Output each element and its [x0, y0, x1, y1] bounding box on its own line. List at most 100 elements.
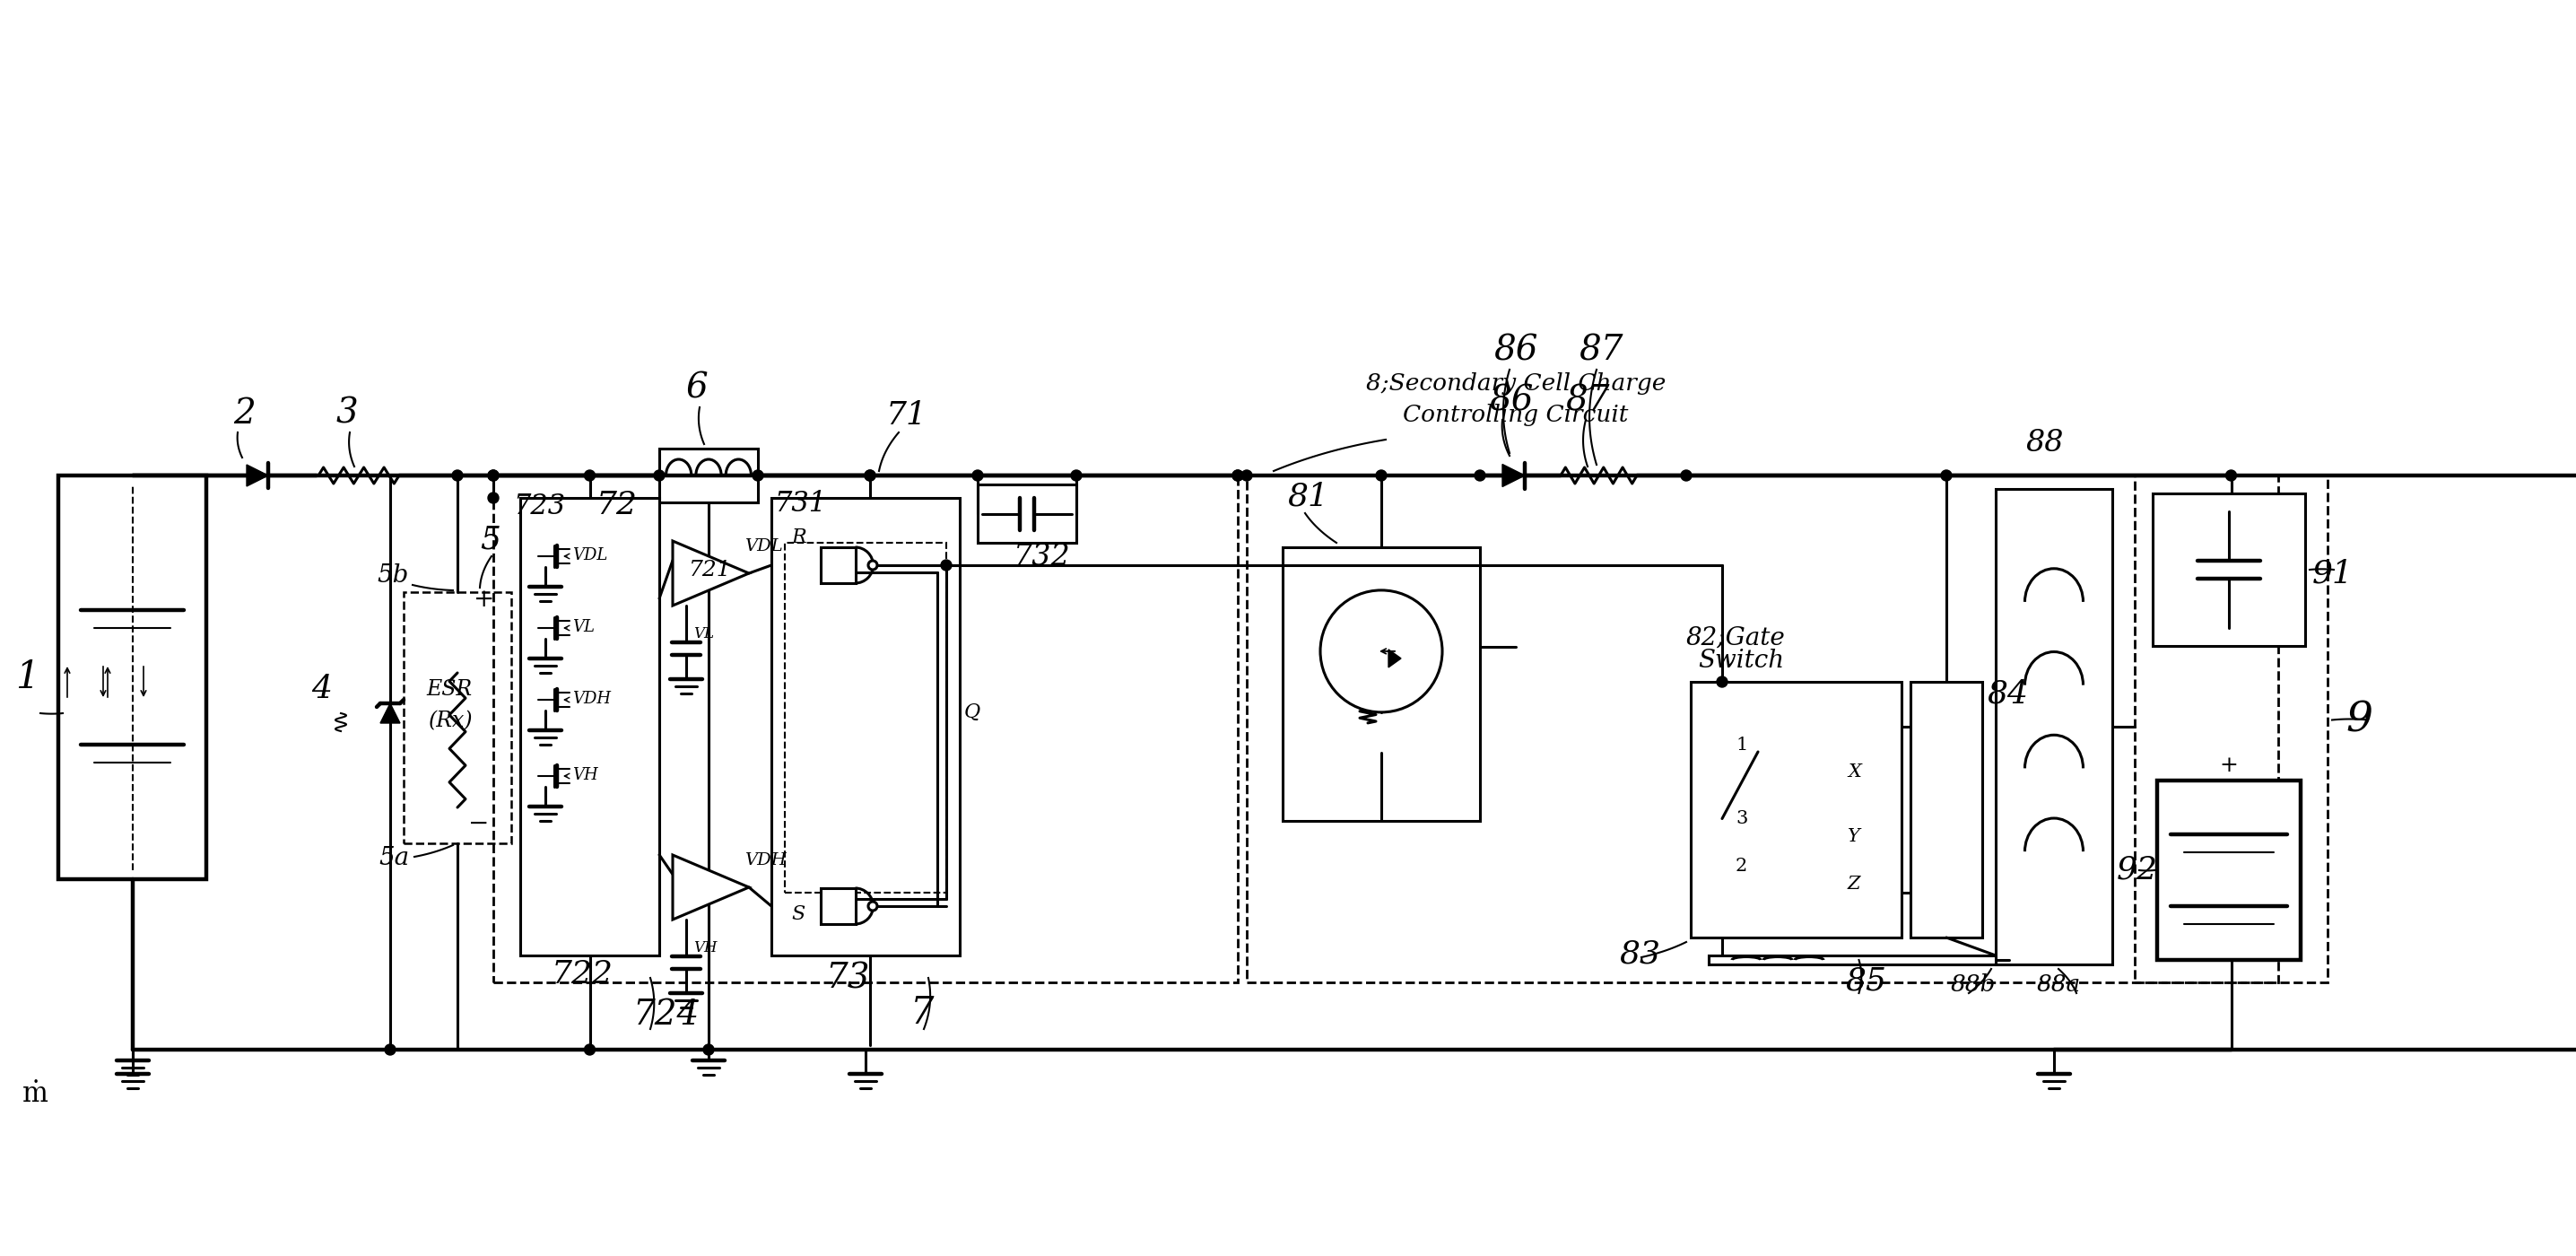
- Text: VDH: VDH: [744, 853, 786, 868]
- Bar: [1690, 682, 1901, 937]
- Circle shape: [703, 1044, 714, 1055]
- Bar: [822, 888, 855, 924]
- Text: 722: 722: [551, 960, 613, 990]
- Text: 5a: 5a: [379, 847, 410, 870]
- Text: 724: 724: [631, 999, 698, 1031]
- Text: +: +: [474, 588, 495, 612]
- Text: ṁ: ṁ: [23, 1080, 49, 1108]
- Text: 72: 72: [598, 490, 639, 520]
- Text: 73: 73: [824, 962, 871, 996]
- Text: 84: 84: [1986, 678, 2027, 708]
- Text: 5: 5: [479, 524, 500, 554]
- Text: 88a: 88a: [2038, 973, 2081, 996]
- Text: Q: Q: [963, 702, 981, 722]
- Text: (Rx): (Rx): [428, 711, 474, 731]
- Circle shape: [866, 470, 876, 481]
- Text: VH: VH: [693, 941, 716, 956]
- Polygon shape: [1388, 649, 1401, 667]
- Bar: [979, 485, 1077, 543]
- Circle shape: [1862, 877, 1878, 891]
- Circle shape: [1242, 470, 1252, 481]
- Text: VH: VH: [572, 767, 598, 784]
- Polygon shape: [247, 465, 268, 486]
- Text: 9: 9: [2347, 700, 2372, 740]
- Text: 4: 4: [312, 673, 332, 705]
- Circle shape: [585, 470, 595, 481]
- Text: 92: 92: [2117, 855, 2159, 885]
- Circle shape: [1473, 470, 1486, 481]
- Text: −: −: [469, 811, 489, 836]
- Text: 6: 6: [685, 372, 708, 406]
- Bar: [2136, 476, 2329, 982]
- Text: 86: 86: [1494, 334, 1538, 368]
- Circle shape: [1321, 590, 1443, 712]
- Text: 85: 85: [1844, 966, 1886, 996]
- Text: 87: 87: [1579, 334, 1623, 368]
- Bar: [2156, 780, 2300, 960]
- Circle shape: [1231, 470, 1244, 481]
- Text: 721: 721: [688, 560, 732, 580]
- Bar: [404, 592, 510, 843]
- Text: 5b: 5b: [376, 564, 410, 588]
- Circle shape: [1231, 470, 1244, 481]
- Text: 3: 3: [337, 397, 358, 431]
- Circle shape: [1376, 470, 1386, 481]
- Bar: [1247, 476, 2277, 982]
- Text: 7: 7: [909, 993, 935, 1031]
- Circle shape: [1940, 470, 1953, 481]
- Circle shape: [1716, 737, 1728, 752]
- Text: VDL: VDL: [572, 548, 608, 564]
- Bar: [1708, 956, 2009, 965]
- Text: X: X: [1847, 764, 1860, 780]
- Text: 83: 83: [1618, 938, 1659, 968]
- Circle shape: [487, 492, 500, 504]
- Text: 1: 1: [15, 658, 39, 696]
- Circle shape: [451, 470, 464, 481]
- Circle shape: [868, 902, 878, 911]
- Circle shape: [752, 470, 762, 481]
- Circle shape: [866, 470, 876, 481]
- Circle shape: [487, 470, 500, 481]
- Bar: [59, 476, 206, 879]
- Circle shape: [1862, 829, 1878, 844]
- Text: Y: Y: [1847, 829, 1860, 845]
- Polygon shape: [1502, 465, 1525, 486]
- Text: 731: 731: [773, 490, 827, 517]
- Text: 1: 1: [1736, 736, 1747, 754]
- Text: Z: Z: [1847, 875, 1860, 893]
- Text: S: S: [791, 904, 804, 924]
- Polygon shape: [381, 703, 399, 723]
- Circle shape: [2226, 470, 2236, 481]
- Bar: [786, 543, 945, 893]
- Bar: [770, 497, 961, 956]
- Bar: [822, 548, 855, 583]
- Circle shape: [1862, 765, 1878, 779]
- Text: 2: 2: [1736, 858, 1747, 874]
- Polygon shape: [672, 541, 750, 605]
- Bar: [1283, 548, 1481, 821]
- Circle shape: [384, 1044, 397, 1055]
- Circle shape: [1716, 811, 1728, 826]
- Text: VDH: VDH: [572, 691, 611, 707]
- Circle shape: [868, 560, 878, 570]
- Text: 86: 86: [1489, 384, 1533, 417]
- Text: 88b: 88b: [1950, 973, 1996, 996]
- Text: 82;Gate: 82;Gate: [1687, 627, 1785, 651]
- Text: VL: VL: [572, 619, 595, 636]
- Circle shape: [1716, 859, 1728, 873]
- Circle shape: [487, 470, 500, 481]
- Text: Switch: Switch: [1698, 648, 1785, 673]
- Bar: [2154, 494, 2306, 646]
- Bar: [520, 497, 659, 956]
- Text: Controlling Circuit: Controlling Circuit: [1404, 403, 1628, 426]
- Circle shape: [1072, 470, 1082, 481]
- Text: VL: VL: [693, 627, 714, 642]
- Bar: [659, 448, 757, 502]
- Text: VDL: VDL: [744, 539, 783, 554]
- Text: 732: 732: [1012, 543, 1072, 571]
- Text: ESR: ESR: [425, 679, 471, 700]
- Circle shape: [940, 560, 951, 570]
- Text: 3: 3: [1736, 810, 1747, 828]
- Circle shape: [1682, 470, 1692, 481]
- Text: 8;Secondary Cell Charge: 8;Secondary Cell Charge: [1365, 372, 1667, 394]
